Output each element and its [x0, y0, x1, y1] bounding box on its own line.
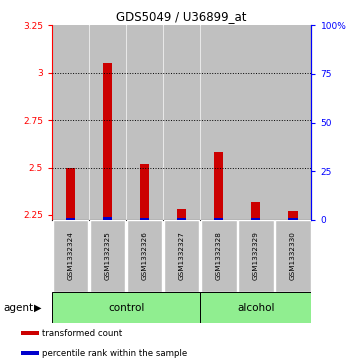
Bar [214, 217, 223, 220]
Bar [103, 217, 112, 220]
Bar [164, 25, 199, 220]
Bar [177, 209, 186, 220]
Text: GSM1332326: GSM1332326 [142, 232, 147, 280]
Bar [103, 63, 112, 220]
Bar [52, 292, 200, 323]
Bar [251, 201, 261, 220]
Bar [200, 292, 311, 323]
Bar [275, 25, 311, 220]
Bar [238, 25, 274, 220]
Text: agent: agent [4, 303, 34, 313]
Text: GSM1332325: GSM1332325 [105, 232, 111, 280]
Text: GSM1332329: GSM1332329 [253, 232, 259, 280]
Bar [140, 217, 149, 220]
Text: control: control [108, 303, 144, 313]
Bar [288, 218, 297, 220]
Text: GSM1332330: GSM1332330 [290, 232, 296, 280]
Bar [21, 351, 39, 355]
Bar [177, 218, 186, 220]
Bar [214, 152, 223, 220]
Title: GDS5049 / U36899_at: GDS5049 / U36899_at [116, 10, 247, 23]
Bar [140, 164, 149, 220]
Bar [90, 220, 125, 292]
Bar [66, 167, 75, 220]
Bar [201, 220, 237, 292]
Bar [201, 25, 237, 220]
Text: transformed count: transformed count [42, 329, 122, 338]
Bar [90, 25, 125, 220]
Bar [53, 25, 88, 220]
Bar [127, 25, 163, 220]
Text: alcohol: alcohol [237, 303, 275, 313]
Bar [127, 220, 163, 292]
Text: GSM1332328: GSM1332328 [216, 232, 222, 280]
Text: percentile rank within the sample: percentile rank within the sample [42, 348, 187, 358]
Bar [275, 220, 311, 292]
Text: GSM1332327: GSM1332327 [179, 232, 185, 280]
Bar [53, 220, 88, 292]
Text: GSM1332324: GSM1332324 [67, 232, 73, 280]
Bar [288, 211, 297, 220]
Text: ▶: ▶ [34, 303, 41, 313]
Bar [238, 220, 274, 292]
Bar [21, 331, 39, 335]
Bar [251, 218, 261, 220]
Bar [66, 218, 75, 220]
Bar [164, 220, 199, 292]
